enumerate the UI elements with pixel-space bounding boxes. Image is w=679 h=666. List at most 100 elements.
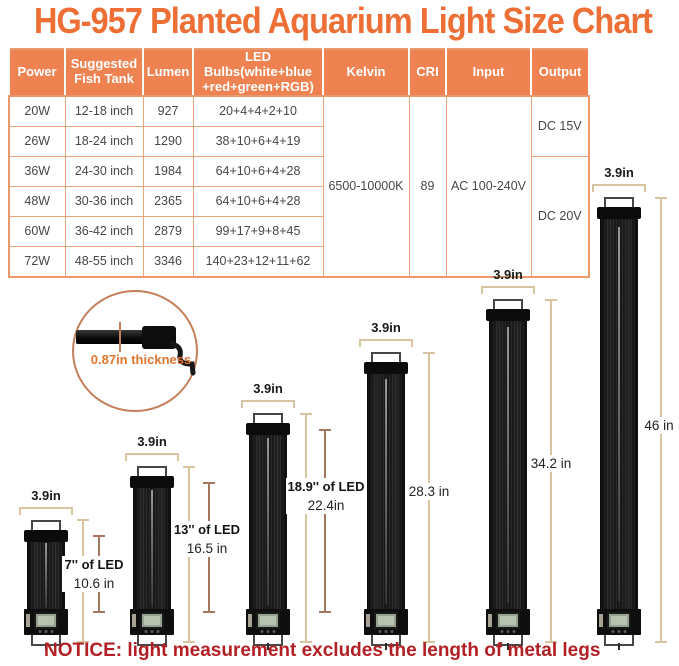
table-row: 26W 18-24 inch 1290 38+10+6+4+19 bbox=[8, 125, 589, 157]
dimension-label: 7'' of LED 10.6 in bbox=[62, 556, 126, 592]
lcd-display bbox=[374, 612, 398, 629]
dimension-label: 46 in bbox=[640, 417, 678, 434]
width-bracket bbox=[125, 453, 179, 461]
metal-leg-top bbox=[604, 197, 634, 207]
light-controller bbox=[597, 609, 641, 635]
width-label: 3.9in bbox=[493, 267, 523, 282]
cell-tank: 24-30 inch bbox=[64, 155, 144, 187]
width-bracket bbox=[359, 339, 413, 347]
light-controller bbox=[486, 609, 530, 635]
cell-power: 26W bbox=[8, 125, 66, 157]
control-buttons bbox=[260, 630, 276, 633]
dimension-label: 28.3 in bbox=[406, 483, 452, 500]
width-label: 3.9in bbox=[31, 488, 61, 503]
cell-lumen: 1984 bbox=[142, 155, 194, 187]
col-header-output: Output bbox=[530, 49, 590, 97]
col-header-power: Power bbox=[8, 49, 66, 97]
light-body bbox=[600, 219, 638, 609]
total-length-label: 34.2 in bbox=[530, 456, 572, 471]
cell-cri: 89 bbox=[408, 95, 447, 278]
metal-leg-top bbox=[371, 352, 401, 362]
light-72w: 3.9in bbox=[592, 165, 646, 646]
light-top-cap bbox=[246, 423, 290, 435]
cell-bulbs: 140+23+12+11+62 bbox=[192, 245, 324, 278]
page-title: HG-957 Planted Aquarium Light Size Chart bbox=[33, 0, 653, 41]
cell-lumen: 2365 bbox=[142, 185, 194, 217]
cell-power: 48W bbox=[8, 185, 66, 217]
cell-tank: 18-24 inch bbox=[64, 125, 144, 157]
control-buttons bbox=[38, 630, 54, 633]
light-controller bbox=[24, 609, 68, 635]
table-row: 48W 30-36 inch 2365 64+10+6+4+28 bbox=[8, 185, 589, 217]
width-bracket bbox=[19, 507, 73, 515]
metal-leg-bottom bbox=[604, 635, 634, 646]
led-length-label: 7'' of LED bbox=[64, 557, 124, 572]
light-top-cap bbox=[24, 530, 68, 542]
metal-leg-top bbox=[493, 299, 523, 309]
cell-bulbs: 38+10+6+4+19 bbox=[192, 125, 324, 157]
total-length-label: 22.4in bbox=[307, 498, 345, 513]
width-bracket bbox=[481, 286, 535, 294]
width-label: 3.9in bbox=[604, 165, 634, 180]
light-controller bbox=[130, 609, 174, 635]
width-label: 3.9in bbox=[253, 381, 283, 396]
cell-tank: 36-42 inch bbox=[64, 215, 144, 247]
cell-bulbs: 99+17+9+8+45 bbox=[192, 215, 324, 247]
metal-leg-top bbox=[253, 413, 283, 423]
width-bracket bbox=[592, 184, 646, 192]
light-36w: 3.9in bbox=[241, 381, 295, 646]
width-bracket bbox=[241, 400, 295, 408]
cell-lumen: 927 bbox=[142, 95, 194, 127]
col-header-lumen: Lumen bbox=[142, 49, 194, 97]
control-buttons bbox=[144, 630, 160, 633]
cell-output-dc15: DC 15V bbox=[530, 95, 590, 157]
metal-leg-bottom bbox=[493, 635, 523, 646]
cell-tank: 12-18 inch bbox=[64, 95, 144, 127]
lcd-display bbox=[607, 612, 631, 629]
thickness-label: 0.87in thickness bbox=[90, 352, 192, 367]
light-side-profile-endcap bbox=[142, 326, 176, 349]
light-top-cap bbox=[486, 309, 530, 321]
light-body bbox=[489, 321, 527, 609]
cell-lumen: 1290 bbox=[142, 125, 194, 157]
led-length-label: 13'' of LED bbox=[173, 522, 241, 537]
light-48w: 3.9in bbox=[359, 320, 413, 646]
total-length-label: 28.3 in bbox=[408, 484, 450, 499]
light-controller bbox=[364, 609, 408, 635]
cell-power: 20W bbox=[8, 95, 66, 127]
metal-leg-top bbox=[137, 466, 167, 476]
cell-power: 60W bbox=[8, 215, 66, 247]
control-buttons bbox=[611, 630, 627, 633]
metal-leg-bottom bbox=[31, 635, 61, 646]
light-controller bbox=[246, 609, 290, 635]
metal-leg-bottom bbox=[253, 635, 283, 646]
light-top-cap bbox=[364, 362, 408, 374]
width-label: 3.9in bbox=[371, 320, 401, 335]
lcd-display bbox=[496, 612, 520, 629]
table-row: 36W 24-30 inch 1984 64+10+6+4+28 DC 20V bbox=[8, 155, 590, 278]
light-top-cap bbox=[130, 476, 174, 488]
cell-tank: 30-36 inch bbox=[64, 185, 144, 217]
light-body bbox=[133, 488, 171, 609]
led-length-line bbox=[319, 429, 331, 613]
total-length-line bbox=[300, 413, 312, 643]
lcd-display bbox=[256, 612, 280, 629]
total-length-label: 10.6 in bbox=[73, 576, 115, 591]
light-body bbox=[367, 374, 405, 609]
control-buttons bbox=[500, 630, 516, 633]
dimension-label: 34.2 in bbox=[528, 455, 574, 472]
thickness-tick-line bbox=[119, 322, 121, 352]
col-header-kelvin: Kelvin bbox=[322, 49, 410, 97]
col-header-tank: Suggested Fish Tank bbox=[64, 49, 144, 97]
thickness-detail-circle bbox=[72, 290, 198, 412]
cell-bulbs: 20+4+4+2+10 bbox=[192, 95, 324, 127]
light-20w: 3.9in bbox=[19, 488, 73, 646]
col-header-bulbs: LED Bulbs(white+blue +red+green+RGB) bbox=[192, 49, 324, 97]
cell-power: 72W bbox=[8, 245, 66, 278]
light-26w: 3.9in bbox=[125, 434, 179, 646]
cell-tank: 48-55 inch bbox=[64, 245, 144, 278]
table-row: 72W 48-55 inch 3346 140+23+12+11+62 bbox=[8, 245, 589, 278]
metal-leg-top bbox=[31, 520, 61, 530]
col-header-input: Input bbox=[445, 49, 532, 97]
